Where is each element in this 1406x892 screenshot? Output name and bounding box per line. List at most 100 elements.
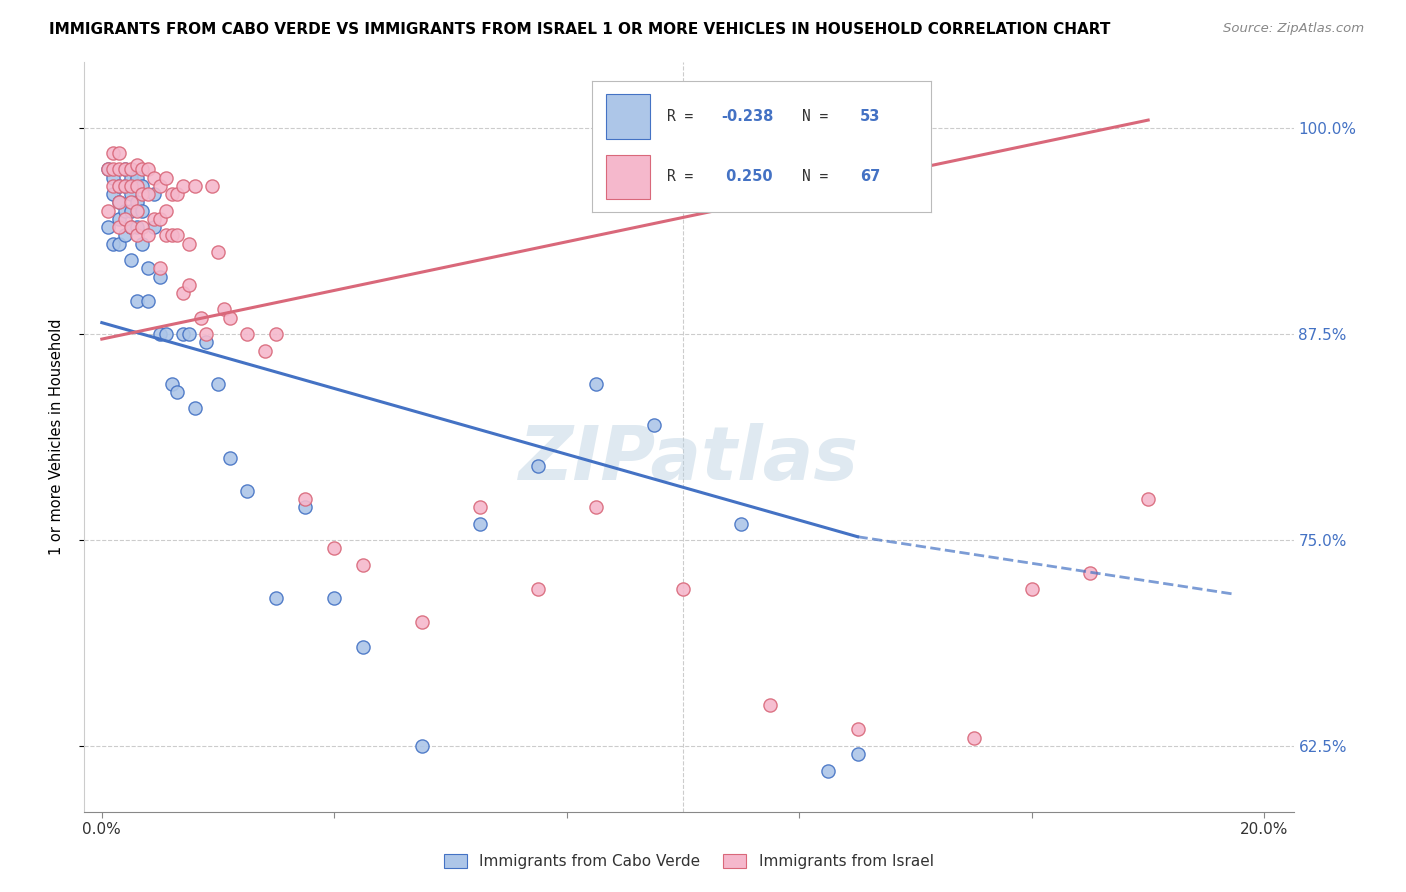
Point bbox=[114, 211, 136, 226]
Text: ZIPatlas: ZIPatlas bbox=[519, 423, 859, 496]
Point bbox=[97, 203, 120, 218]
Point bbox=[411, 739, 433, 753]
Point bbox=[190, 310, 212, 325]
Point bbox=[155, 203, 177, 218]
Point bbox=[131, 220, 153, 235]
Point bbox=[585, 376, 607, 391]
Text: Source: ZipAtlas.com: Source: ZipAtlas.com bbox=[1223, 22, 1364, 36]
Point bbox=[103, 187, 125, 202]
Point bbox=[172, 178, 194, 193]
Point bbox=[143, 170, 166, 185]
Point bbox=[108, 236, 131, 251]
Point bbox=[120, 253, 142, 268]
Point bbox=[1078, 566, 1101, 580]
Point bbox=[160, 187, 183, 202]
Point bbox=[136, 294, 159, 309]
Point bbox=[149, 211, 172, 226]
Point bbox=[195, 335, 218, 350]
Point bbox=[323, 591, 346, 605]
Text: IMMIGRANTS FROM CABO VERDE VS IMMIGRANTS FROM ISRAEL 1 OR MORE VEHICLES IN HOUSE: IMMIGRANTS FROM CABO VERDE VS IMMIGRANTS… bbox=[49, 22, 1111, 37]
Point bbox=[103, 162, 125, 177]
Point bbox=[120, 170, 142, 185]
Point bbox=[166, 228, 188, 243]
Point bbox=[108, 146, 131, 161]
Point bbox=[149, 178, 172, 193]
Point bbox=[97, 162, 120, 177]
Point bbox=[184, 401, 207, 416]
Point bbox=[207, 244, 229, 259]
Point bbox=[97, 220, 120, 235]
Point bbox=[108, 178, 131, 193]
Point bbox=[236, 483, 259, 498]
Point bbox=[201, 178, 224, 193]
Point bbox=[172, 327, 194, 342]
Point bbox=[149, 327, 172, 342]
Point bbox=[120, 195, 142, 210]
Point bbox=[846, 723, 869, 737]
Point bbox=[155, 228, 177, 243]
Point bbox=[114, 178, 136, 193]
Point bbox=[184, 178, 207, 193]
Point bbox=[264, 327, 287, 342]
Point bbox=[1137, 491, 1160, 506]
Point bbox=[120, 162, 142, 177]
Point bbox=[125, 170, 148, 185]
Legend: Immigrants from Cabo Verde, Immigrants from Israel: Immigrants from Cabo Verde, Immigrants f… bbox=[439, 848, 939, 875]
Point bbox=[264, 591, 287, 605]
Point bbox=[411, 615, 433, 630]
Point bbox=[166, 384, 188, 399]
Point bbox=[846, 747, 869, 761]
Point bbox=[114, 203, 136, 218]
Point bbox=[143, 211, 166, 226]
Point bbox=[114, 228, 136, 243]
Point bbox=[166, 187, 188, 202]
Point bbox=[817, 764, 839, 778]
Point bbox=[108, 195, 131, 210]
Point bbox=[730, 516, 752, 531]
Point bbox=[125, 195, 148, 210]
Point bbox=[323, 541, 346, 556]
Point bbox=[131, 187, 153, 202]
Point bbox=[218, 310, 240, 325]
Point bbox=[108, 220, 131, 235]
Point bbox=[143, 187, 166, 202]
Point bbox=[218, 450, 240, 465]
Point bbox=[103, 178, 125, 193]
Point bbox=[108, 195, 131, 210]
Point bbox=[97, 162, 120, 177]
Point bbox=[253, 343, 276, 358]
Point bbox=[759, 698, 782, 712]
Point bbox=[114, 178, 136, 193]
Point bbox=[103, 236, 125, 251]
Point bbox=[585, 500, 607, 514]
Point bbox=[160, 228, 183, 243]
Point bbox=[468, 500, 491, 514]
Point bbox=[155, 170, 177, 185]
Point bbox=[120, 220, 142, 235]
Point bbox=[149, 261, 172, 276]
Point bbox=[136, 228, 159, 243]
Point bbox=[120, 220, 142, 235]
Point bbox=[125, 157, 148, 171]
Point bbox=[963, 731, 986, 745]
Point bbox=[131, 236, 153, 251]
Point bbox=[160, 376, 183, 391]
Point bbox=[136, 261, 159, 276]
Point bbox=[114, 162, 136, 177]
Point bbox=[131, 178, 153, 193]
Point bbox=[103, 146, 125, 161]
Point bbox=[125, 228, 148, 243]
Point bbox=[236, 327, 259, 342]
Point bbox=[143, 220, 166, 235]
Point bbox=[177, 236, 200, 251]
Point bbox=[468, 516, 491, 531]
Point bbox=[120, 203, 142, 218]
Point bbox=[195, 327, 218, 342]
Point bbox=[125, 203, 148, 218]
Point bbox=[352, 640, 374, 654]
Point bbox=[103, 170, 125, 185]
Point bbox=[108, 178, 131, 193]
Point bbox=[207, 376, 229, 391]
Point bbox=[177, 277, 200, 292]
Point bbox=[527, 582, 550, 597]
